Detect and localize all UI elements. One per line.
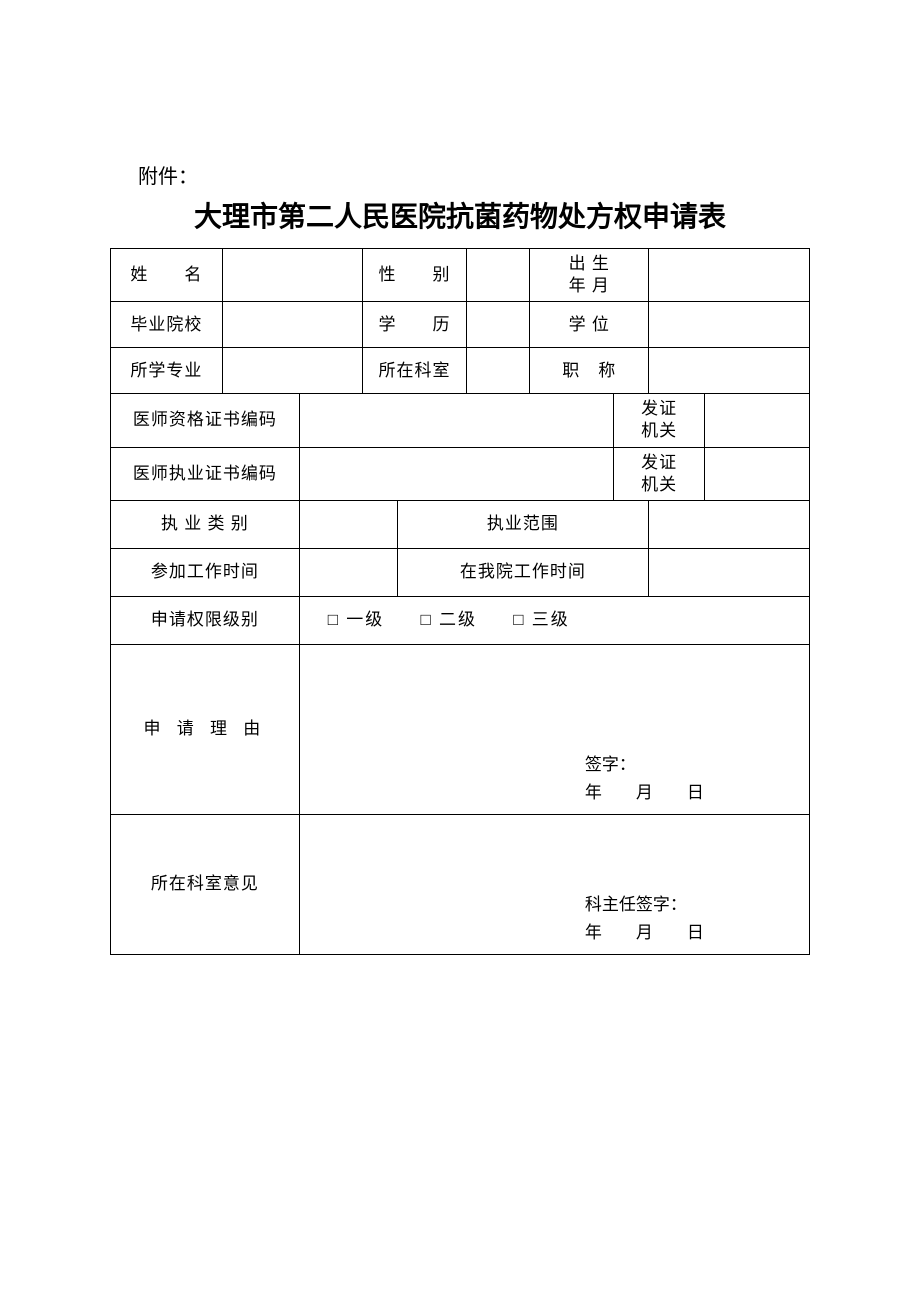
field-dept-opinion[interactable]: 科主任签字： 年 月 日 <box>299 814 809 954</box>
label-work-start: 参加工作时间 <box>111 548 300 596</box>
attachment-label: 附件： <box>138 160 810 189</box>
dept-head-signature-label: 科主任签字： <box>585 891 704 918</box>
field-gender[interactable] <box>467 249 530 302</box>
reason-signature-block: 签字： 年 月 日 <box>585 751 704 805</box>
label-gender: 性 别 <box>362 249 467 302</box>
field-birth[interactable] <box>649 249 810 302</box>
field-school[interactable] <box>222 302 362 348</box>
checkbox-level-3[interactable]: □ 三级 <box>513 609 570 631</box>
label-reason: 申 请 理 由 <box>111 644 300 814</box>
signature-date: 年 月 日 <box>585 779 704 806</box>
label-prac-code: 医师执业证书编码 <box>111 447 300 500</box>
label-degree: 学 位 <box>530 302 649 348</box>
field-education[interactable] <box>467 302 530 348</box>
field-apply-level[interactable]: □ 一级 □ 二级 □ 三级 <box>299 596 809 644</box>
label-job-title: 职 称 <box>530 348 649 394</box>
label-prac-type: 执 业 类 别 <box>111 500 300 548</box>
label-education: 学 历 <box>362 302 467 348</box>
label-birth: 出 生 年 月 <box>530 249 649 302</box>
label-name: 姓 名 <box>111 249 223 302</box>
field-prac-type[interactable] <box>299 500 397 548</box>
field-work-here[interactable] <box>649 548 810 596</box>
field-department[interactable] <box>467 348 530 394</box>
field-degree[interactable] <box>649 302 810 348</box>
checkbox-level-2[interactable]: □ 二级 <box>420 609 477 631</box>
application-form-table: 姓 名 性 别 出 生 年 月 毕业院校 学 历 学 位 所学专业 所在科室 职… <box>110 248 810 955</box>
dept-signature-date: 年 月 日 <box>585 919 704 946</box>
label-major: 所学专业 <box>111 348 223 394</box>
label-qual-code: 医师资格证书编码 <box>111 394 300 447</box>
field-name[interactable] <box>222 249 362 302</box>
dept-signature-block: 科主任签字： 年 月 日 <box>585 891 704 945</box>
form-title: 大理市第二人民医院抗菌药物处方权申请表 <box>110 197 810 236</box>
field-job-title[interactable] <box>649 348 810 394</box>
label-work-here: 在我院工作时间 <box>397 548 649 596</box>
label-issuer2: 发证 机关 <box>614 447 705 500</box>
label-apply-level: 申请权限级别 <box>111 596 300 644</box>
field-work-start[interactable] <box>299 548 397 596</box>
field-reason[interactable]: 签字： 年 月 日 <box>299 644 809 814</box>
label-school: 毕业院校 <box>111 302 223 348</box>
field-issuer1[interactable] <box>705 394 810 447</box>
field-qual-code[interactable] <box>299 394 614 447</box>
field-issuer2[interactable] <box>705 447 810 500</box>
label-prac-scope: 执业范围 <box>397 500 649 548</box>
field-prac-scope[interactable] <box>649 500 810 548</box>
checkbox-level-1[interactable]: □ 一级 <box>328 609 385 631</box>
label-department: 所在科室 <box>362 348 467 394</box>
label-issuer1: 发证 机关 <box>614 394 705 447</box>
signature-label: 签字： <box>585 751 704 778</box>
field-major[interactable] <box>222 348 362 394</box>
field-prac-code[interactable] <box>299 447 614 500</box>
label-dept-opinion: 所在科室意见 <box>111 814 300 954</box>
